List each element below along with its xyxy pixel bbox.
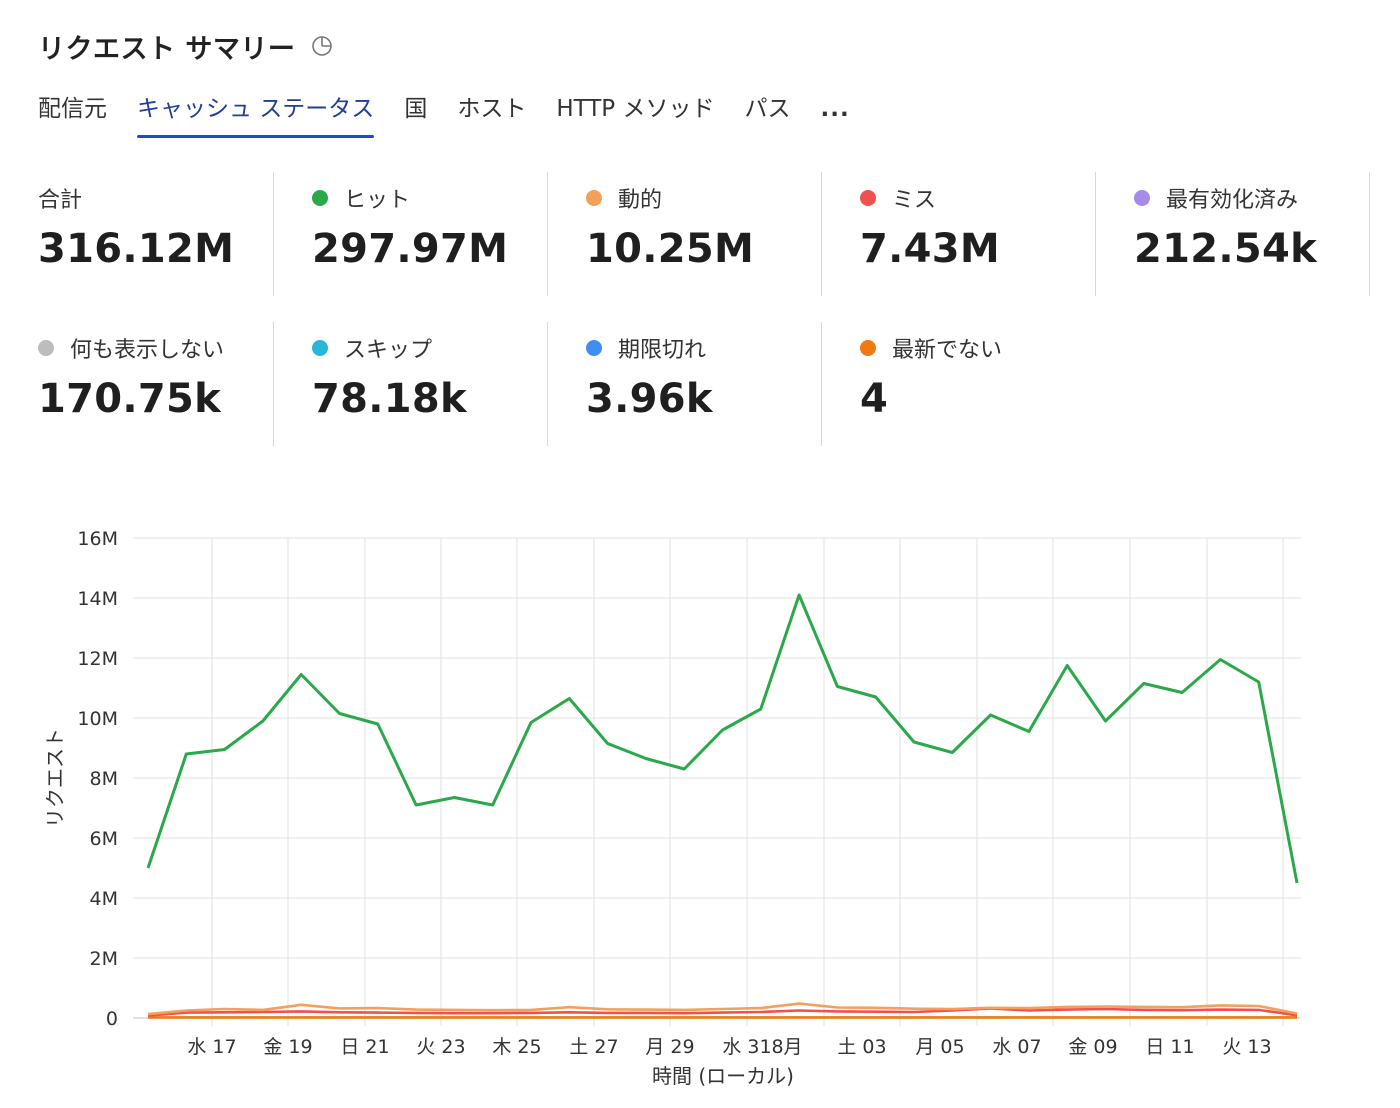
pie-chart-icon[interactable] xyxy=(309,33,335,59)
metric-value: 3.96k xyxy=(586,376,713,422)
x-tick-label: 金 09 xyxy=(1068,1036,1117,1058)
metric-total: 合計 316.12M xyxy=(0,172,274,296)
metric-none: 何も表示しない 170.75k xyxy=(0,322,274,446)
legend-dot-icon xyxy=(312,190,328,206)
legend-dot-icon xyxy=(38,340,54,356)
tab-host[interactable]: ホスト xyxy=(457,96,527,122)
x-tick-label: 水 31 xyxy=(722,1036,771,1058)
metric-label: 何も表示しない xyxy=(38,322,274,374)
x-tick-label: 日 21 xyxy=(340,1036,389,1058)
x-tick-label: 土 27 xyxy=(569,1036,618,1058)
x-tick-label: 日 11 xyxy=(1145,1036,1194,1058)
x-axis-label: 時間 (ローカル) xyxy=(652,1064,794,1088)
metric-label: 期限切れ xyxy=(586,322,822,374)
x-tick-label: 土 03 xyxy=(837,1036,886,1058)
metric-label: 最有効化済み xyxy=(1134,172,1370,224)
y-axis-label: リクエスト xyxy=(43,728,67,828)
metric-stale: 最新でない 4 xyxy=(822,322,1096,446)
tab-country[interactable]: 国 xyxy=(404,96,428,122)
x-tick-label: 水 07 xyxy=(992,1036,1041,1058)
y-tick-label: 12M xyxy=(77,648,118,670)
y-axis-ticks: 0 2M 4M 6M 8M 10M 12M 14M 16M xyxy=(77,528,118,1030)
metric-value: 316.12M xyxy=(38,226,235,272)
y-gridlines xyxy=(133,537,1301,1019)
tab-origin[interactable]: 配信元 xyxy=(38,96,107,122)
series-line-ミス xyxy=(147,1007,1298,1017)
metric-dynamic: 動的 10.25M xyxy=(548,172,822,296)
metric-expired: 期限切れ 3.96k xyxy=(548,322,822,446)
metric-value: 7.43M xyxy=(860,226,1000,272)
summary-header: リクエスト サマリー xyxy=(38,26,335,66)
requests-line-chart: 0 2M 4M 6M 8M 10M 12M 14M 16M 水 17 金 19 日 21 火 23 木 … xyxy=(0,500,1400,1104)
x-tick-label: 火 13 xyxy=(1222,1036,1271,1058)
metric-value: 78.18k xyxy=(312,376,467,422)
y-tick-label: 10M xyxy=(77,708,118,730)
legend-dot-icon xyxy=(860,190,876,206)
y-tick-label: 0 xyxy=(106,1008,118,1030)
more-tabs-button[interactable]: ... xyxy=(820,96,850,122)
series-line-ヒット xyxy=(146,593,1299,884)
metric-revalidated: 最有効化済み 212.54k xyxy=(1096,172,1370,296)
metric-label: ヒット xyxy=(312,172,548,224)
x-gridlines xyxy=(133,538,1301,1026)
metric-label: 動的 xyxy=(586,172,822,224)
y-tick-label: 8M xyxy=(90,768,118,790)
metric-value: 212.54k xyxy=(1134,226,1318,272)
metric-hit: ヒット 297.97M xyxy=(274,172,548,296)
metrics-row: 合計 316.12M ヒット 297.97M 動的 10.25M ミス 7.43… xyxy=(0,172,1400,296)
x-tick-label: 火 23 xyxy=(416,1036,465,1058)
legend-dot-icon xyxy=(1134,190,1150,206)
metric-label: スキップ xyxy=(312,322,548,374)
legend-dot-icon xyxy=(586,190,602,206)
x-tick-label: 月 29 xyxy=(645,1036,694,1058)
metrics-grid: 合計 316.12M ヒット 297.97M 動的 10.25M ミス 7.43… xyxy=(0,172,1400,472)
metric-label: 合計 xyxy=(38,188,83,213)
metric-value: 170.75k xyxy=(38,376,222,422)
x-tick-label: 金 19 xyxy=(263,1036,312,1058)
x-axis-ticks: 水 17 金 19 日 21 火 23 木 25 土 27 月 29 水 31 8月 土 03 月 … xyxy=(187,1036,1271,1058)
y-tick-label: 4M xyxy=(90,888,118,910)
tab-cache-status[interactable]: キャッシュ ステータス xyxy=(137,88,375,138)
x-tick-label: 月 05 xyxy=(915,1036,964,1058)
chart-canvas: 0 2M 4M 6M 8M 10M 12M 14M 16M 水 17 金 19 日 21 火 23 木 … xyxy=(43,528,1301,1088)
y-tick-label: 2M xyxy=(90,948,118,970)
legend-dot-icon xyxy=(586,340,602,356)
metric-bypass: スキップ 78.18k xyxy=(274,322,548,446)
metric-miss: ミス 7.43M xyxy=(822,172,1096,296)
metric-value: 297.97M xyxy=(312,226,509,272)
metric-label: ミス xyxy=(860,172,1096,224)
y-tick-label: 14M xyxy=(77,588,118,610)
x-tick-label: 8月 xyxy=(771,1036,802,1058)
metric-value: 10.25M xyxy=(586,226,755,272)
series-lines xyxy=(146,593,1299,1019)
page-title: リクエスト サマリー xyxy=(38,33,296,65)
metric-value: 4 xyxy=(860,376,889,422)
metric-label: 最新でない xyxy=(860,322,1096,374)
tab-path[interactable]: パス xyxy=(744,96,791,122)
tab-http-method[interactable]: HTTP メソッド xyxy=(556,96,715,122)
series-line-動的 xyxy=(147,1002,1298,1016)
y-tick-label: 16M xyxy=(77,528,118,550)
x-tick-label: 木 25 xyxy=(492,1036,541,1058)
x-tick-label: 水 17 xyxy=(187,1036,236,1058)
legend-dot-icon xyxy=(860,340,876,356)
y-tick-label: 6M xyxy=(90,828,118,850)
legend-dot-icon xyxy=(312,340,328,356)
tab-bar: 配信元 キャッシュ ステータス 国 ホスト HTTP メソッド パス ... xyxy=(38,88,880,140)
metrics-row: 何も表示しない 170.75k スキップ 78.18k 期限切れ 3.96k 最… xyxy=(0,322,1400,446)
